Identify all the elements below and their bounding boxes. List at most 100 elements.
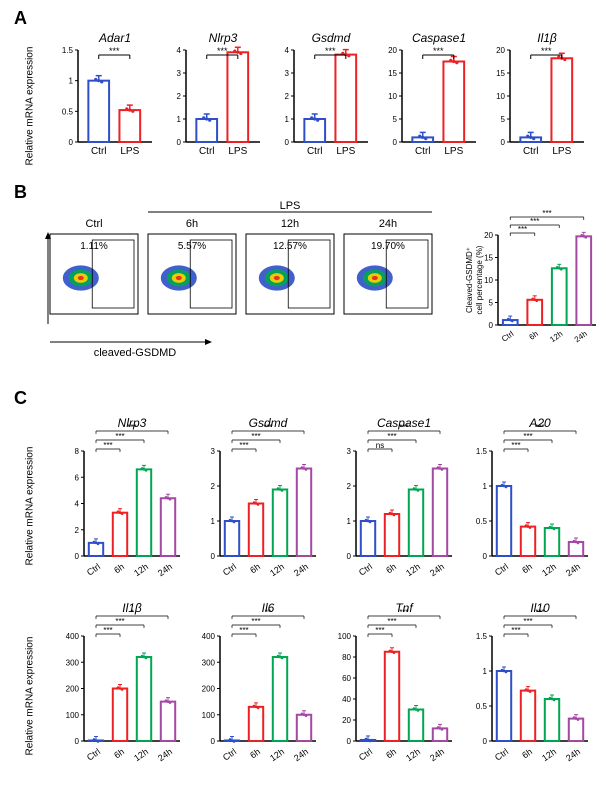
svg-text:Ctrl: Ctrl <box>85 561 102 577</box>
panel-c-ylabel-1: Relative mRNA expression <box>25 426 36 566</box>
svg-text:cleaved-GSDMD: cleaved-GSDMD <box>94 347 177 359</box>
svg-text:Cleaved-GSDMD⁺: Cleaved-GSDMD⁺ <box>465 247 474 313</box>
svg-text:***: *** <box>518 225 527 234</box>
svg-text:Caspase1: Caspase1 <box>412 31 466 45</box>
svg-text:Ctrl: Ctrl <box>221 561 238 577</box>
panel-c-label: C <box>14 388 27 409</box>
svg-text:0: 0 <box>177 138 182 147</box>
svg-text:12h: 12h <box>404 561 422 578</box>
svg-text:***: *** <box>103 441 112 450</box>
svg-text:Adar1: Adar1 <box>98 31 131 45</box>
svg-text:***: *** <box>375 626 384 635</box>
svg-text:10: 10 <box>496 92 505 101</box>
svg-text:200: 200 <box>202 685 216 694</box>
svg-text:6: 6 <box>75 473 80 482</box>
svg-text:Ctrl: Ctrl <box>199 146 215 157</box>
svg-text:4: 4 <box>285 46 290 55</box>
svg-text:12h: 12h <box>268 746 286 763</box>
svg-text:LPS: LPS <box>228 146 247 157</box>
panel-c-row2: Il1β0100200300400Ctrl6h12h24h*******Il60… <box>50 600 594 775</box>
svg-text:***: *** <box>523 432 532 441</box>
svg-text:***: *** <box>263 423 272 432</box>
svg-text:Ctrl: Ctrl <box>415 146 431 157</box>
svg-text:100: 100 <box>338 632 352 641</box>
panel-a-chart-2: Gsdmd01234***CtrlLPS <box>266 28 374 168</box>
svg-text:1: 1 <box>347 517 352 526</box>
panel-b-flow: LPSCtrl1.11%6h5.57%12h12.57%24h19.70%FSC… <box>40 200 450 370</box>
svg-text:***: *** <box>109 46 120 56</box>
svg-text:12h: 12h <box>281 218 299 230</box>
svg-text:3: 3 <box>177 69 182 78</box>
svg-text:Ctrl: Ctrl <box>493 746 510 762</box>
svg-text:5.57%: 5.57% <box>178 241 206 252</box>
svg-text:Ctrl: Ctrl <box>307 146 323 157</box>
svg-text:24h: 24h <box>292 746 310 763</box>
svg-text:6h: 6h <box>384 746 398 760</box>
svg-text:***: *** <box>535 608 544 617</box>
svg-text:6h: 6h <box>248 746 262 760</box>
svg-text:0: 0 <box>75 552 80 561</box>
panelC-row2-chart-2: Tnf020406080100Ctrl6h12h24h********* <box>322 600 458 775</box>
svg-text:1.5: 1.5 <box>476 632 488 641</box>
svg-text:0: 0 <box>211 552 216 561</box>
svg-text:12h: 12h <box>548 329 564 344</box>
svg-text:1.11%: 1.11% <box>80 241 108 252</box>
svg-text:0: 0 <box>347 552 352 561</box>
svg-text:20: 20 <box>496 46 505 55</box>
svg-text:***: *** <box>523 617 532 626</box>
svg-text:24h: 24h <box>156 746 174 763</box>
svg-text:1: 1 <box>69 77 74 86</box>
svg-text:4: 4 <box>75 500 80 509</box>
svg-text:0: 0 <box>483 737 488 746</box>
svg-text:6h: 6h <box>112 561 126 575</box>
svg-text:200: 200 <box>66 685 80 694</box>
panelC-row1-chart-3: A2000.511.5Ctrl6h12h24h********* <box>458 415 594 590</box>
panel-c-ylabel-2: Relative mRNA expression <box>25 616 36 756</box>
svg-text:Ctrl: Ctrl <box>500 329 516 344</box>
svg-text:6h: 6h <box>384 561 398 575</box>
svg-text:100: 100 <box>66 711 80 720</box>
svg-text:12h: 12h <box>540 561 558 578</box>
svg-text:3: 3 <box>285 69 290 78</box>
panelC-row1-chart-1: Gsdmd0123Ctrl6h12h24h********* <box>186 415 322 590</box>
svg-text:6h: 6h <box>112 746 126 760</box>
svg-text:***: *** <box>542 209 551 218</box>
panelC-row1-chart-2: Caspase10123Ctrl6h12h24hns****** <box>322 415 458 590</box>
svg-text:15: 15 <box>388 69 397 78</box>
svg-text:2: 2 <box>75 526 80 535</box>
svg-text:***: *** <box>239 441 248 450</box>
svg-text:***: *** <box>115 432 124 441</box>
svg-text:12h: 12h <box>404 746 422 763</box>
panelC-row2-chart-3: Il1000.511.5Ctrl6h12h24h********* <box>458 600 594 775</box>
svg-text:LPS: LPS <box>120 146 139 157</box>
svg-text:24h: 24h <box>573 329 589 344</box>
svg-text:1.5: 1.5 <box>476 447 488 456</box>
svg-text:Ctrl: Ctrl <box>85 746 102 762</box>
svg-text:12h: 12h <box>132 561 150 578</box>
svg-text:***: *** <box>433 46 444 56</box>
svg-text:***: *** <box>399 608 408 617</box>
panel-a-charts: Adar100.511.5***CtrlLPSNlrp301234***Ctrl… <box>50 28 590 168</box>
svg-text:10: 10 <box>388 92 397 101</box>
svg-text:6h: 6h <box>520 561 534 575</box>
svg-text:***: *** <box>103 626 112 635</box>
svg-text:24h: 24h <box>292 561 310 578</box>
svg-text:2: 2 <box>285 92 290 101</box>
svg-text:24h: 24h <box>564 746 582 763</box>
svg-text:Il1β: Il1β <box>537 31 557 45</box>
svg-text:*: * <box>130 608 133 617</box>
svg-text:Ctrl: Ctrl <box>357 746 374 762</box>
panel-c-row1: Nlrp302468Ctrl6h12h24h*********Gsdmd0123… <box>50 415 594 590</box>
svg-text:**: ** <box>265 608 271 617</box>
svg-text:1: 1 <box>483 482 488 491</box>
svg-text:0.5: 0.5 <box>62 107 74 116</box>
svg-text:FSC: FSC <box>40 263 43 285</box>
svg-text:0: 0 <box>75 737 80 746</box>
svg-text:6h: 6h <box>186 218 198 230</box>
panel-a-chart-0: Adar100.511.5***CtrlLPS <box>50 28 158 168</box>
svg-text:LPS: LPS <box>552 146 571 157</box>
svg-text:0: 0 <box>489 321 494 330</box>
svg-text:Ctrl: Ctrl <box>493 561 510 577</box>
svg-text:12h: 12h <box>540 746 558 763</box>
svg-text:40: 40 <box>342 695 351 704</box>
